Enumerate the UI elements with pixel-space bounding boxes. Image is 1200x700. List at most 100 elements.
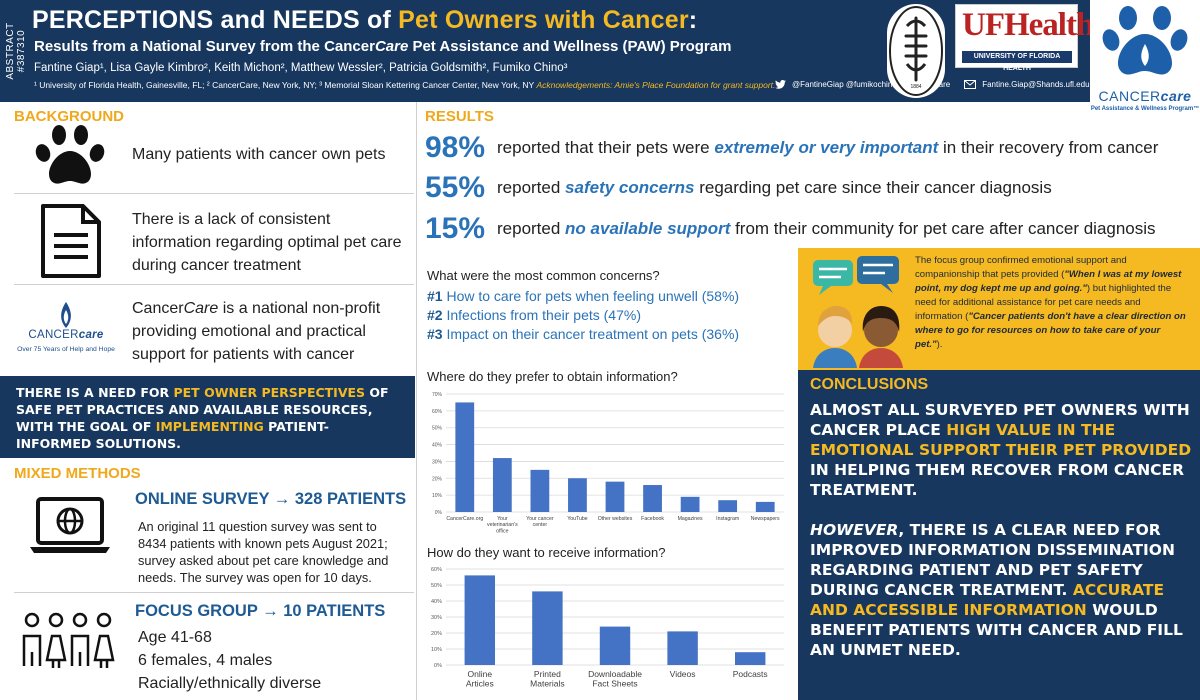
x-tick-label: Podcasts	[733, 669, 768, 679]
focus-group-quote: The focus group confirmed emotional supp…	[915, 254, 1190, 352]
bar	[492, 458, 512, 512]
cancercare-tagline: Over 75 Years of Help and Hope	[17, 346, 115, 353]
x-tick-label: Videos	[670, 669, 696, 679]
affiliation-text: ¹ University of Florida Health, Gainesvi…	[34, 80, 535, 90]
email-address: Fantine.Giap@Shands.ufl.edu	[982, 80, 1090, 89]
stat-percent: 98%	[425, 131, 486, 164]
y-tick-label: 60%	[431, 567, 442, 573]
stat-pre: reported that their pets were	[497, 138, 715, 157]
y-tick-label: 50%	[432, 426, 443, 432]
bar	[605, 481, 625, 512]
divider	[14, 592, 414, 593]
need-b: PET OWNER PERSPECTIVES	[173, 385, 366, 400]
focus-age: Age 41-68	[138, 629, 212, 646]
y-tick-label: 20%	[432, 476, 443, 482]
bar	[667, 631, 698, 665]
document-icon	[41, 204, 101, 278]
cc-name-b: Care	[183, 300, 219, 317]
quote-e: ).	[936, 339, 943, 350]
y-tick-label: 10%	[432, 493, 443, 499]
cancercare-logo-text: CANCERcare	[10, 329, 122, 341]
need-statement: THERE IS A NEED FOR PET OWNER PERSPECTIV…	[0, 376, 415, 458]
cc-paw-wordmark-b: care	[1160, 88, 1192, 104]
bar	[643, 485, 662, 512]
quote-a: The focus group confirmed emotional supp…	[915, 255, 1127, 280]
twitter-icon	[775, 80, 786, 89]
stat-percent: 15%	[425, 212, 486, 245]
stat-pre: reported	[497, 219, 566, 238]
conversation-people-icon	[813, 256, 903, 368]
cc-paw-wordmark-a: CANCER	[1098, 88, 1161, 104]
concern-2: #2 Infections from their pets (47%)	[427, 307, 641, 323]
x-tick-label: CancerCare.org	[446, 516, 483, 522]
survey-heading: ONLINE SURVEY → 328 PATIENTS	[135, 490, 407, 508]
uf-health-wordmark: UFHealth	[962, 7, 1094, 43]
divider	[14, 284, 414, 285]
poster-title: PERCEPTIONS and NEEDS of Pet Owners with…	[32, 6, 697, 35]
flame-icon	[61, 302, 71, 328]
conclusion-1a: ALMOST ALL SURVEYED PET OWNERS WITH CANC…	[810, 401, 1190, 439]
need-e: PATIENT-INFORMED SOLUTIONS.	[16, 419, 329, 451]
background-heading: BACKGROUND	[14, 108, 124, 125]
x-tick-label: Instagram	[716, 516, 739, 522]
msk-logo: 1884	[887, 4, 945, 98]
conclusions-heading: CONCLUSIONS	[810, 376, 929, 393]
title-colon: :	[688, 6, 698, 34]
poster-subtitle: Results from a National Survey from the …	[34, 38, 731, 55]
conclusion-2b: , THERE IS A CLEAR NEED FOR IMPROVED INF…	[810, 521, 1175, 599]
bar	[532, 591, 563, 665]
stat-row-1: 98% reported that their pets were extreme…	[425, 130, 1158, 166]
msk-year: 1884	[910, 84, 922, 90]
concern-text: How to care for pets when feeling unwell…	[442, 288, 740, 304]
quote-b: "When I was at my lowest point, my dog k…	[915, 269, 1182, 294]
quote-c: ) but highlighted the need for additiona…	[915, 283, 1172, 322]
email-icon	[964, 80, 977, 89]
subtitle-part: Results from a National Survey from the …	[34, 38, 375, 55]
stat-text: reported that their pets were extremely …	[497, 138, 1158, 158]
stat-text: reported safety concerns regarding pet c…	[497, 178, 1052, 198]
conclusion-1b: HIGH VALUE IN THE EMOTIONAL SUPPORT THEI…	[810, 421, 1192, 459]
background-item-cancercare: CancerCare is a national non-profit prov…	[132, 297, 412, 366]
need-d: IMPLEMENTING	[155, 419, 264, 434]
title-part: PERCEPTIONS and NEEDS of	[32, 6, 399, 34]
obtain-question: Where do they prefer to obtain informati…	[427, 369, 678, 384]
receive-info-chart: 0% 10% 20% 30% 40% 50% 60% Online Articles Printe…	[431, 567, 784, 689]
conclusion-paragraph-1: ALMOST ALL SURVEYED PET OWNERS WITH CANC…	[810, 400, 1195, 500]
bar	[734, 652, 766, 665]
y-tick-label: 40%	[431, 599, 442, 605]
x-tick-label: Printed Materials	[530, 669, 564, 689]
column-divider	[416, 102, 417, 700]
y-tick-label: 30%	[432, 459, 443, 465]
concern-rank: #3	[427, 326, 443, 342]
y-tick-label: 20%	[431, 631, 442, 637]
obtain-info-chart: 0% 10% 20% 30% 40% 50% 60% 70% CancerCare.org You…	[432, 392, 784, 534]
conclusion-1c: IN HELPING THEM RECOVER FROM CANCER TREA…	[810, 461, 1185, 499]
cc-paw-wordmark: CANCERcare	[1090, 88, 1200, 104]
x-tick-label: Magazines	[678, 516, 703, 522]
stat-emphasis: extremely or very important	[714, 138, 939, 157]
bar	[568, 478, 587, 512]
y-tick-label: 50%	[431, 583, 442, 589]
conclusion-2c: ACCURATE AND ACCESSIBLE INFORMATION	[810, 581, 1165, 619]
acknowledgements: Acknowledgements: Amie's Place Foundatio…	[536, 80, 776, 90]
cc-logo-b: care	[78, 329, 104, 341]
y-tick-label: 0%	[435, 510, 443, 516]
bar	[464, 575, 496, 665]
concern-text: Infections from their pets (47%)	[442, 307, 641, 323]
conclusion-2d: WOULD BENEFIT PATIENTS WITH CANCER AND F…	[810, 601, 1183, 659]
subtitle-italic: Care	[374, 38, 409, 55]
concern-text: Impact on their cancer treatment on pets…	[442, 326, 740, 342]
stat-pre: reported	[497, 178, 566, 197]
stat-row-3: 15% reported no available support from th…	[425, 211, 1156, 247]
cancercare-logo: CANCERcare Over 75 Years of Help and Hop…	[10, 300, 122, 364]
x-tick-label: Downloadable Fact Sheets	[588, 669, 642, 689]
stat-emphasis: no available support	[565, 219, 731, 238]
y-tick-label: 0%	[434, 663, 442, 669]
background-item-pets: Many patients with cancer own pets	[132, 146, 386, 163]
focus-sex: 6 females, 4 males	[138, 652, 273, 669]
concern-rank: #1	[427, 288, 443, 304]
receive-question: How do they want to receive information?	[427, 545, 666, 560]
x-tick-label: Your veterinarian's office	[487, 516, 518, 534]
x-tick-label: Online Articles	[466, 669, 494, 689]
subtitle-rest: Pet Assistance and Wellness (PAW) Progra…	[408, 38, 732, 55]
